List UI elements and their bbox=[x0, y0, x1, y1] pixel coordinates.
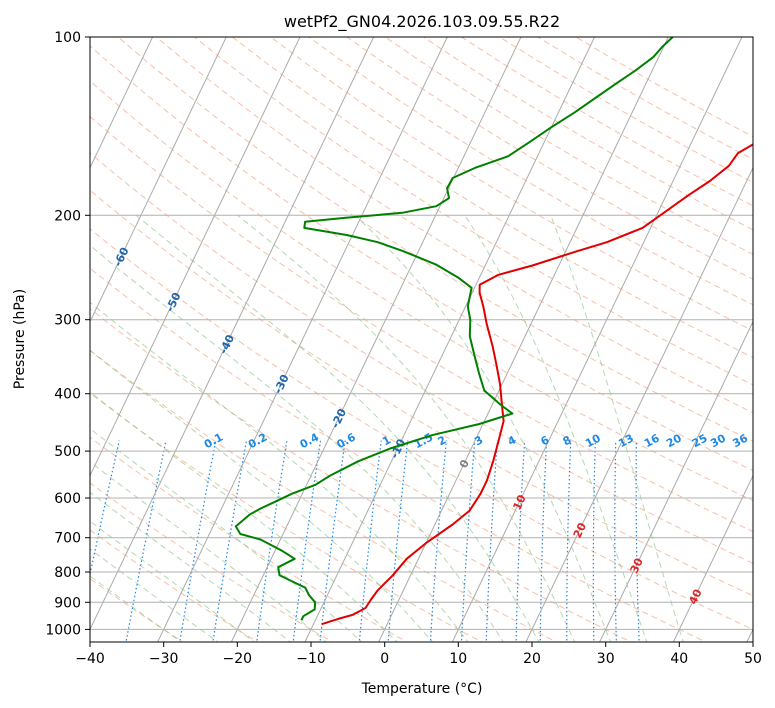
y-axis: 100 200 300 400 500 600 700 800 900 1000 bbox=[45, 30, 90, 638]
moist-adiabat bbox=[464, 215, 648, 642]
mixing-ratio-line bbox=[614, 440, 617, 642]
isotherm-label: 30 bbox=[628, 556, 646, 576]
y-tick-label: 400 bbox=[54, 387, 81, 403]
isotherm-line bbox=[90, 37, 301, 477]
x-tick-label: 20 bbox=[523, 651, 541, 667]
moist-adiabat bbox=[90, 491, 292, 642]
mixing-ratio-line bbox=[125, 440, 167, 642]
mixing-ratio-line bbox=[292, 440, 322, 642]
pressure-gridlines bbox=[90, 37, 753, 630]
dry-adiabat bbox=[90, 80, 753, 502]
x-tick-label: 50 bbox=[744, 651, 762, 667]
isotherm-line bbox=[90, 37, 154, 169]
x-tick-label: 40 bbox=[670, 651, 688, 667]
isotherm-line bbox=[157, 37, 448, 642]
moist-adiabat bbox=[90, 520, 256, 642]
moist-adiabat bbox=[135, 214, 540, 642]
moist-adiabat bbox=[237, 214, 576, 642]
moist-adiabat bbox=[90, 349, 434, 642]
x-tick-label: −20 bbox=[223, 651, 253, 667]
y-tick-label: 500 bbox=[54, 444, 81, 460]
x-tick-label: 10 bbox=[449, 651, 467, 667]
profile-traces bbox=[234, 37, 753, 626]
isotherm-line bbox=[525, 166, 753, 642]
x-tick-label: −40 bbox=[75, 651, 105, 667]
x-tick-label: 0 bbox=[380, 651, 389, 667]
x-tick-label: −30 bbox=[149, 651, 179, 667]
mixing-ratio-line bbox=[566, 440, 572, 642]
chart-title: wetPf2_GN04.2026.103.09.55.R22 bbox=[284, 12, 560, 32]
x-axis-title: Temperature (°C) bbox=[361, 681, 483, 697]
mixing-ratio-line bbox=[429, 440, 447, 642]
mixing-ratio-line bbox=[539, 440, 548, 642]
isotherm-line bbox=[90, 37, 227, 323]
moist-adiabat bbox=[550, 215, 684, 642]
y-axis-title: Pressure (hPa) bbox=[12, 289, 28, 389]
y-tick-label: 700 bbox=[54, 531, 81, 547]
mixing-ratio-line bbox=[358, 440, 382, 642]
dry-adiabat bbox=[194, 37, 753, 386]
isotherm-label: 40 bbox=[686, 587, 704, 607]
y-tick-label: 300 bbox=[54, 313, 81, 329]
dry-adiabat bbox=[308, 37, 753, 306]
mixing-ratio-label: 30 bbox=[708, 431, 728, 450]
mixing-ratio-line bbox=[90, 440, 120, 578]
mixing-ratio-line bbox=[256, 440, 288, 642]
moist-adiabat bbox=[90, 428, 363, 642]
mixing-ratio-label: 10 bbox=[583, 431, 603, 450]
mixing-ratio-line bbox=[319, 440, 346, 642]
dry-adiabat bbox=[90, 392, 483, 642]
mixing-ratio-label: 20 bbox=[664, 431, 684, 450]
dry-adiabat bbox=[232, 37, 753, 359]
isotherm-label: 20 bbox=[571, 520, 589, 540]
mixing-ratio-label: 25 bbox=[690, 432, 710, 451]
moist-adiabat bbox=[90, 391, 398, 642]
y-tick-label: 100 bbox=[54, 30, 81, 46]
dry-adiabat bbox=[90, 115, 753, 533]
mixing-ratio-line bbox=[179, 440, 217, 642]
y-tick-label: 200 bbox=[54, 208, 81, 224]
isotherm-line bbox=[230, 37, 522, 642]
moist-adiabat bbox=[90, 575, 183, 642]
isotherm-line bbox=[451, 37, 743, 642]
y-tick-label: 600 bbox=[54, 491, 81, 507]
moist-adiabat bbox=[354, 214, 612, 642]
isotherm-line bbox=[599, 320, 753, 642]
y-tick-label: 900 bbox=[54, 595, 81, 611]
moist-adiabat bbox=[90, 244, 504, 642]
mixing-ratio-line bbox=[212, 440, 247, 642]
isotherm-line bbox=[378, 37, 669, 642]
mixing-ratio-label: 13 bbox=[616, 432, 636, 451]
mixing-ratio-label: 16 bbox=[642, 431, 662, 450]
isotherm-label: 10 bbox=[510, 492, 528, 512]
y-tick-label: 1000 bbox=[45, 622, 81, 638]
dry-adiabat bbox=[90, 45, 753, 472]
mixing-ratio-label: 36 bbox=[730, 431, 750, 450]
moist-adiabat bbox=[90, 548, 219, 642]
mixing-ratio-line bbox=[592, 440, 596, 642]
isotherm-line bbox=[90, 37, 375, 631]
mixing-ratio-line bbox=[635, 440, 640, 642]
x-tick-label: −10 bbox=[296, 651, 326, 667]
y-tick-label: 800 bbox=[54, 565, 81, 581]
mixing-ratio-line bbox=[515, 440, 526, 642]
plot-background bbox=[90, 37, 753, 642]
mixing-ratio-line bbox=[485, 440, 498, 642]
dewpoint-trace bbox=[234, 37, 674, 621]
dry-adiabat bbox=[90, 228, 753, 630]
temperature-trace bbox=[321, 143, 753, 626]
plot-frame bbox=[89, 36, 754, 643]
isotherm-line bbox=[672, 474, 753, 642]
x-axis: −40 −30 −20 −10 0 10 20 30 40 50 bbox=[75, 642, 762, 667]
x-tick-label: 30 bbox=[597, 651, 615, 667]
mixing-ratio-line bbox=[387, 440, 409, 642]
